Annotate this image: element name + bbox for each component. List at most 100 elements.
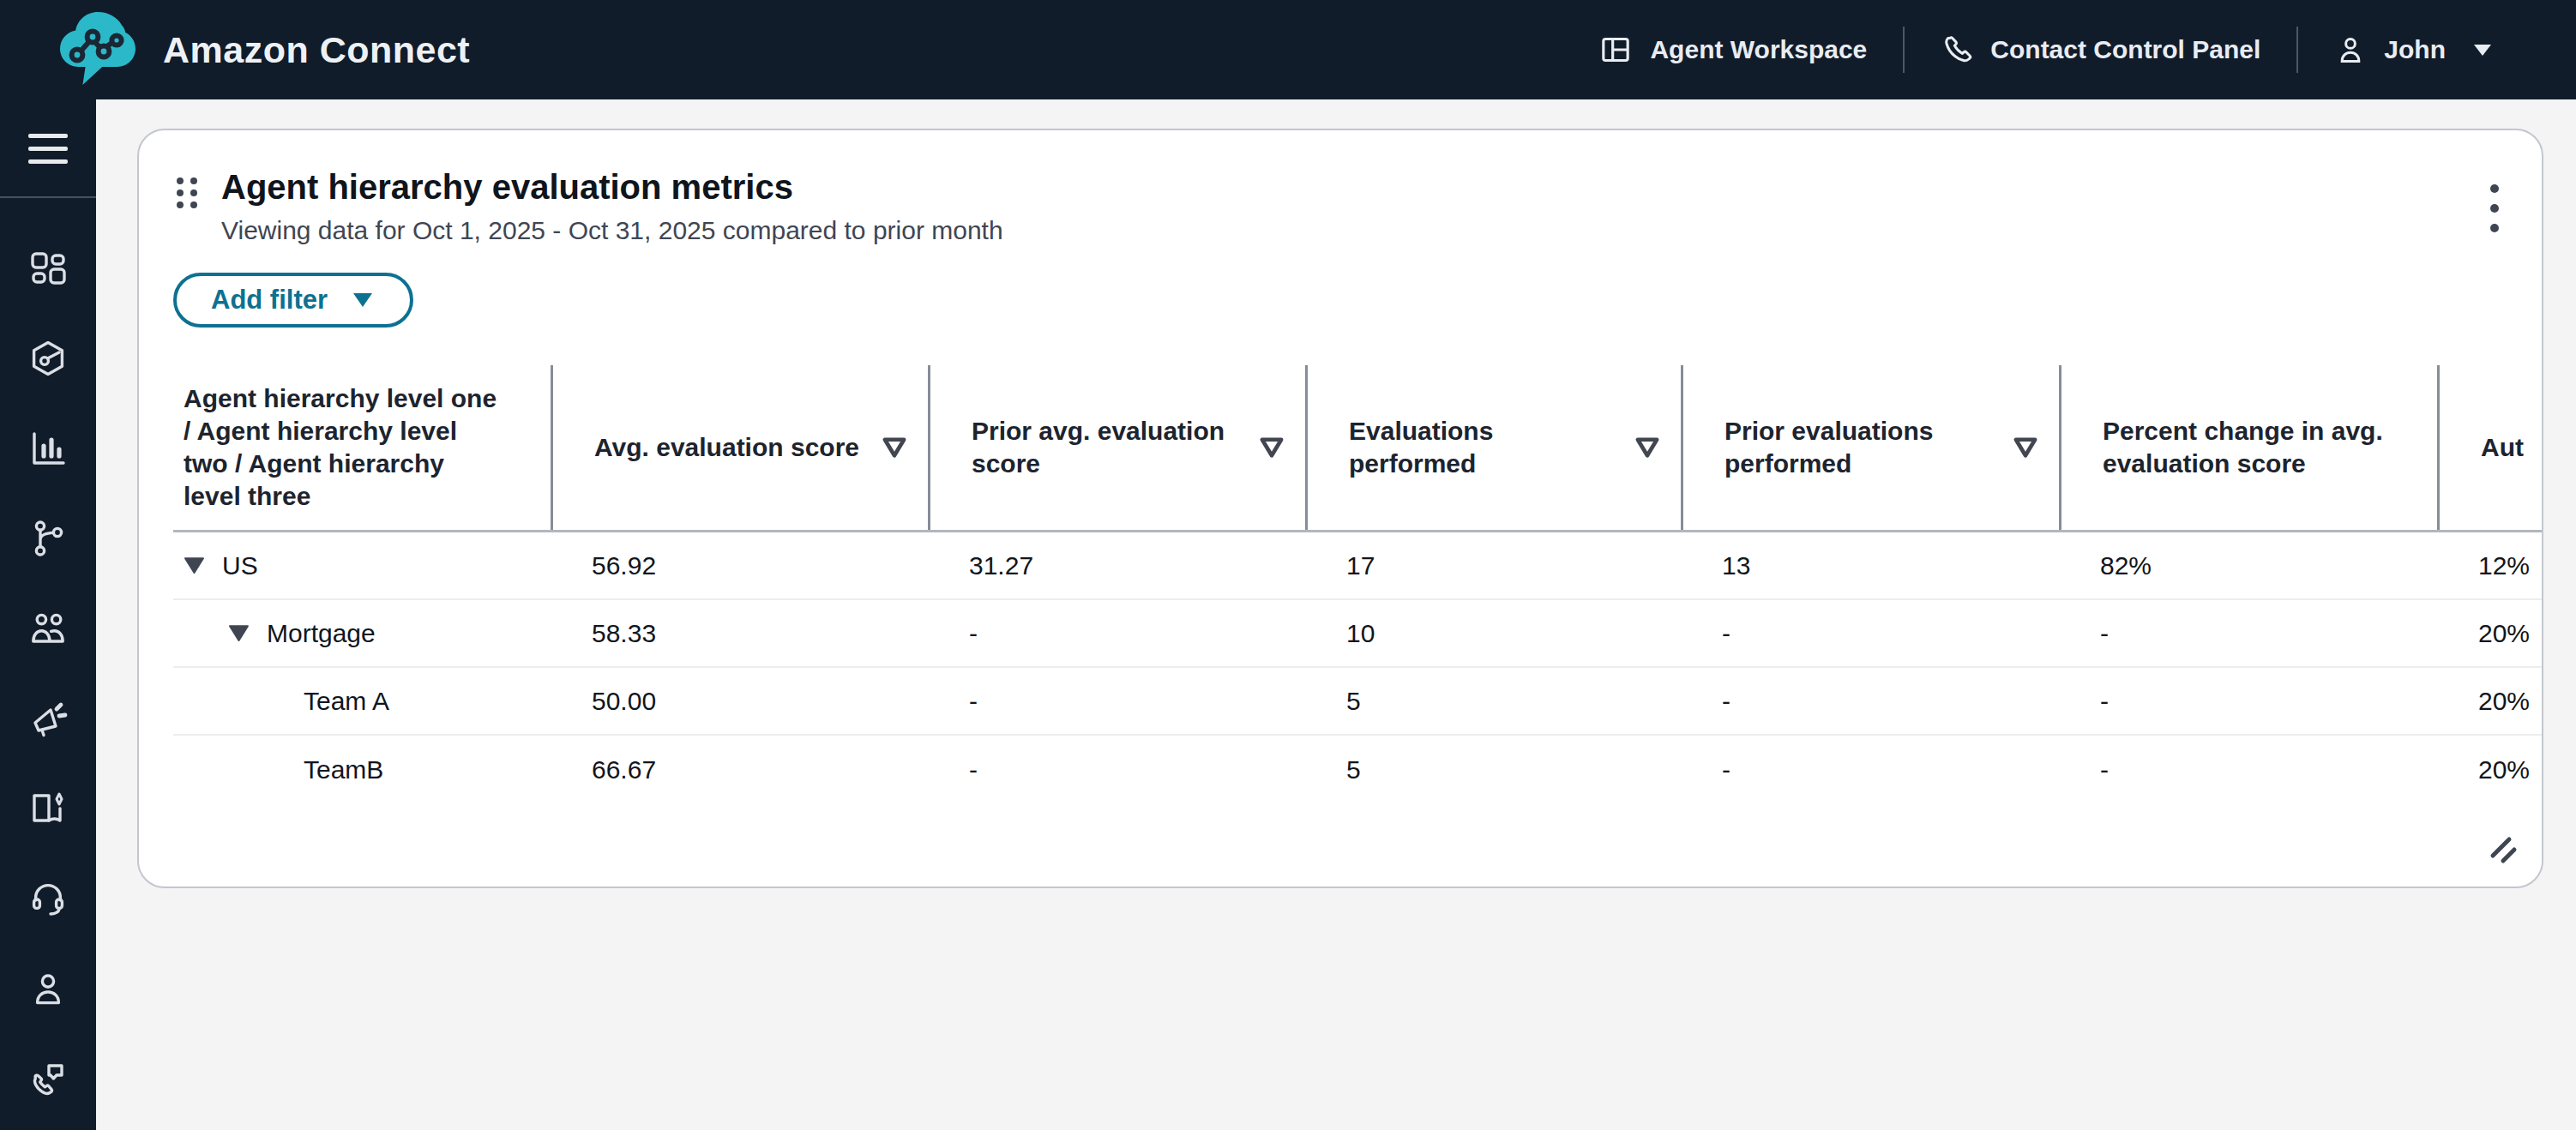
top-nav: Agent Workspace Contact Control Panel Jo… [1562,27,2576,73]
metrics-table: Agent hierarchy level one / Agent hierar… [173,365,2543,803]
column-header-label: Avg. evaluation score [594,431,873,464]
headset-icon [27,878,69,919]
hierarchy-cell: Mortgage [173,619,551,648]
drag-handle-icon[interactable] [173,175,201,214]
metric-cell: 20% [2437,619,2543,648]
resize-handle-icon[interactable] [2489,835,2518,868]
hierarchy-cell: US [173,551,551,580]
user-name: John [2384,35,2446,64]
column-header-label: Prior evaluations performed [1724,415,2013,480]
column-header: Aut [2437,365,2543,530]
hierarchy-name: Team A [304,687,389,716]
metric-cell: 5 [1305,687,1681,716]
users-icon [27,608,69,649]
column-header: Avg. evaluation score [551,365,928,530]
table-row: Team A50.00-5--20% [173,668,2543,736]
menu-hamburger-icon[interactable] [28,134,68,164]
hierarchy-name: US [222,551,258,580]
metric-cell: - [1681,619,2059,648]
sidebar-item-phone-chat[interactable] [27,1058,69,1099]
apps-grid-icon [27,248,69,289]
top-bar: Amazon Connect Agent Workspace Contact C… [0,0,2576,99]
hierarchy-cell: Team A [173,687,551,716]
phone-icon [1941,33,1973,66]
nav-contact-control-panel[interactable]: Contact Control Panel [1905,33,2296,66]
column-header-label: Aut [2481,431,2537,464]
person-icon [27,968,69,1009]
hierarchy-cell: TeamB [173,755,551,784]
metric-cell: - [928,619,1305,648]
kebab-menu-icon[interactable] [2483,177,2506,243]
brand: Amazon Connect [0,3,470,96]
column-header-label: Evaluations performed [1349,415,1634,480]
metric-cell: 13 [1681,551,2059,580]
metric-cell: - [2059,755,2437,784]
metric-cell: 12% [2437,551,2543,580]
hierarchy-name: Mortgage [267,619,376,648]
nav-user-menu[interactable]: John [2298,33,2530,66]
metric-cell: 56.92 [551,551,928,580]
expand-toggle-icon[interactable] [184,556,205,574]
branch-icon [27,518,69,559]
sidebar-item-users[interactable] [27,608,69,649]
metric-cell: 5 [1305,755,1681,784]
workspace-panels-icon [1598,33,1633,67]
metrics-widget-card: Agent hierarchy evaluation metrics Viewi… [137,129,2543,888]
expand-toggle-icon[interactable] [228,624,250,642]
metric-cell: - [1681,687,2059,716]
caret-down-icon [350,290,376,310]
megaphone-icon [27,698,69,739]
metric-cell: 10 [1305,619,1681,648]
column-header-label: Prior avg. evaluation score [972,415,1259,480]
nav-agent-workspace[interactable]: Agent Workspace [1562,33,1903,67]
add-filter-button[interactable]: Add filter [173,273,413,328]
nav-label: Contact Control Panel [1990,35,2260,64]
metric-cell: 17 [1305,551,1681,580]
sidebar-divider [0,196,96,198]
metric-cell: - [2059,619,2437,648]
metric-cell: 20% [2437,687,2543,716]
hierarchy-name: TeamB [304,755,383,784]
bar-chart-icon [27,428,69,469]
date-range-subtitle: Viewing data for Oct 1, 2025 - Oct 31, 2… [221,216,1003,245]
sidebar-item-hexagon-gauge[interactable] [27,338,69,379]
card-header: Agent hierarchy evaluation metrics Viewi… [173,166,2507,245]
column-header: Evaluations performed [1305,365,1681,530]
phone-chat-icon [27,1058,69,1099]
book-sparkle-icon [27,788,69,829]
add-filter-label: Add filter [211,285,328,316]
column-header: Prior avg. evaluation score [928,365,1305,530]
nav-label: Agent Workspace [1650,35,1867,64]
filter-caret-icon[interactable] [2013,436,2038,459]
column-header-label: Agent hierarchy level one / Agent hierar… [184,382,511,513]
amazon-connect-logo-icon [53,3,142,96]
sidebar-item-headset[interactable] [27,878,69,919]
table-row: Mortgage58.33-10--20% [173,600,2543,668]
table-row: TeamB66.67-5--20% [173,736,2543,803]
person-icon [2334,33,2367,66]
metric-cell: 50.00 [551,687,928,716]
filter-caret-icon[interactable] [1634,436,1660,459]
column-header-label: Percent change in avg. evaluation score [2103,415,2417,480]
sidebar-item-megaphone[interactable] [27,698,69,739]
hexagon-gauge-icon [27,338,69,379]
filter-caret-icon[interactable] [882,436,907,459]
metric-cell: - [928,755,1305,784]
column-header: Prior evaluations performed [1681,365,2059,530]
sidebar [0,99,96,1130]
filter-caret-icon[interactable] [1259,436,1285,459]
metric-cell: - [928,687,1305,716]
column-header: Agent hierarchy level one / Agent hierar… [173,365,551,530]
chevron-down-icon [2471,41,2494,58]
sidebar-item-person[interactable] [27,968,69,1009]
metric-cell: 82% [2059,551,2437,580]
sidebar-item-book-sparkle[interactable] [27,788,69,829]
sidebar-item-bar-chart[interactable] [27,428,69,469]
brand-title: Amazon Connect [163,29,470,71]
column-header: Percent change in avg. evaluation score [2059,365,2437,530]
page-title: Agent hierarchy evaluation metrics [221,166,1003,207]
table-row: US56.9231.27171382%12% [173,532,2543,600]
sidebar-item-apps-grid[interactable] [27,248,69,289]
sidebar-item-branch[interactable] [27,518,69,559]
metric-cell: 66.67 [551,755,928,784]
